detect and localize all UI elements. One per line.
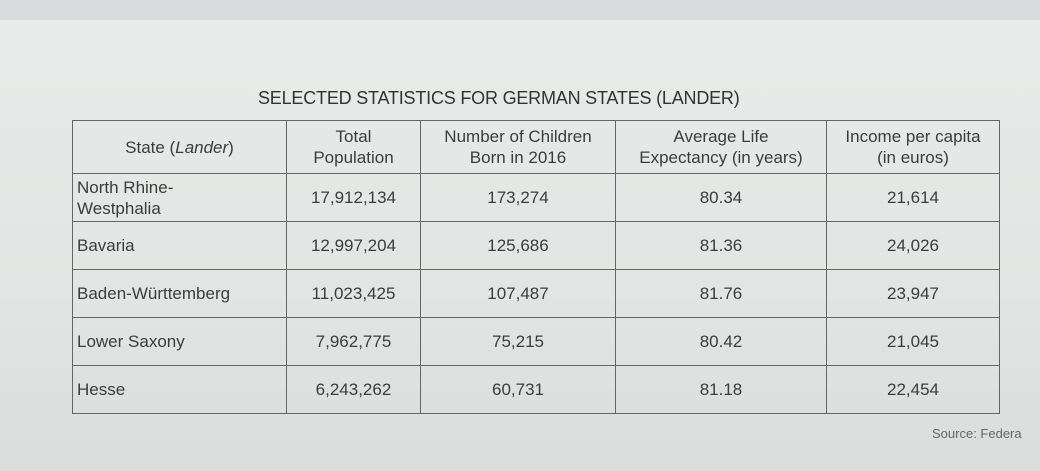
header-children: Number of Children Born in 2016: [420, 120, 616, 174]
statistics-table: State (Lander) Total Population Number of…: [72, 120, 1000, 414]
cell-state: Baden-Württemberg: [72, 269, 287, 318]
table-row: Baden-Württemberg 11,023,425 107,487 81.…: [72, 269, 1000, 318]
cell-income: 22,454: [826, 365, 1000, 414]
header-state: State (Lander): [72, 120, 287, 174]
table-row: North Rhine- Westphalia 17,912,134 173,27…: [72, 173, 1000, 222]
cell-life-expectancy: 81.36: [615, 221, 827, 270]
document-page: SELECTED STATISTICS FOR GERMAN STATES (L…: [0, 20, 1040, 471]
cell-state: Lower Saxony: [72, 317, 287, 366]
cell-population: 12,997,204: [286, 221, 421, 270]
cell-state: Hesse: [72, 365, 287, 414]
cell-population: 11,023,425: [286, 269, 421, 318]
cell-children: 107,487: [420, 269, 616, 318]
cell-life-expectancy: 80.42: [615, 317, 827, 366]
cell-life-expectancy: 81.76: [615, 269, 827, 318]
cell-life-expectancy: 81.18: [615, 365, 827, 414]
header-income: Income per capita (in euros): [826, 120, 1000, 174]
cell-population: 17,912,134: [286, 173, 421, 222]
cell-population: 7,962,775: [286, 317, 421, 366]
cell-children: 60,731: [420, 365, 616, 414]
cell-life-expectancy: 80.34: [615, 173, 827, 222]
cell-children: 125,686: [420, 221, 616, 270]
table-row: Bavaria 12,997,204 125,686 81.36 24,026: [72, 221, 1000, 270]
table-row: Hesse 6,243,262 60,731 81.18 22,454: [72, 365, 1000, 414]
cell-children: 75,215: [420, 317, 616, 366]
table-row: Lower Saxony 7,962,775 75,215 80.42 21,0…: [72, 317, 1000, 366]
cell-income: 21,614: [826, 173, 1000, 222]
table-title: SELECTED STATISTICS FOR GERMAN STATES (L…: [258, 88, 740, 108]
cell-children: 173,274: [420, 173, 616, 222]
header-row: State (Lander) Total Population Number of…: [72, 120, 1000, 174]
cell-income: 23,947: [826, 269, 1000, 318]
source-note: Source: Federa: [932, 426, 1022, 441]
cell-state: Bavaria: [72, 221, 287, 270]
cell-population: 6,243,262: [286, 365, 421, 414]
cell-income: 21,045: [826, 317, 1000, 366]
cell-state: North Rhine- Westphalia: [72, 173, 287, 222]
cell-income: 24,026: [826, 221, 1000, 270]
header-life-expectancy: Average Life Expectancy (in years): [615, 120, 827, 174]
header-population: Total Population: [286, 120, 421, 174]
